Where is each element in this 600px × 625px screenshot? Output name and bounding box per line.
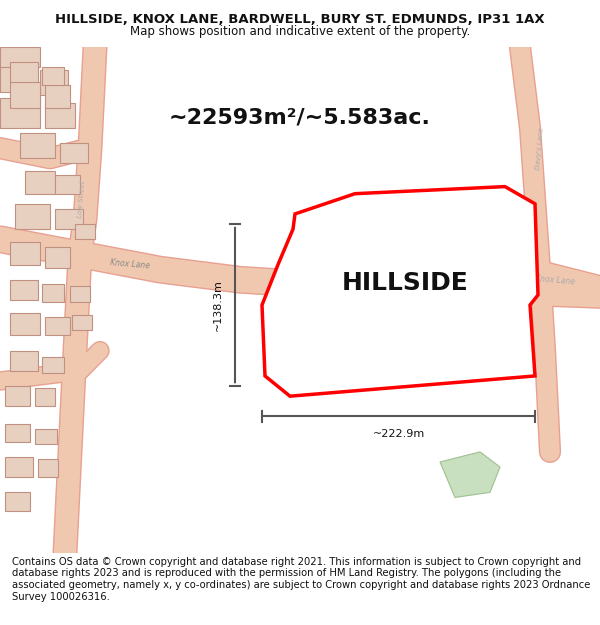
Polygon shape: [0, 47, 40, 67]
Polygon shape: [15, 204, 50, 229]
Polygon shape: [40, 70, 68, 96]
Polygon shape: [0, 62, 35, 92]
Polygon shape: [35, 388, 55, 406]
Text: Knox Lane: Knox Lane: [335, 284, 375, 296]
Polygon shape: [55, 209, 83, 229]
Polygon shape: [75, 224, 95, 239]
Polygon shape: [45, 86, 70, 107]
Polygon shape: [5, 492, 30, 511]
Polygon shape: [60, 143, 88, 163]
Polygon shape: [440, 452, 500, 498]
Polygon shape: [10, 280, 38, 300]
Polygon shape: [5, 424, 30, 442]
Text: ~22593m²/~5.583ac.: ~22593m²/~5.583ac.: [169, 107, 431, 127]
Polygon shape: [38, 459, 58, 478]
Polygon shape: [5, 457, 33, 478]
Text: Contains OS data © Crown copyright and database right 2021. This information is : Contains OS data © Crown copyright and d…: [12, 557, 590, 601]
Polygon shape: [10, 82, 40, 107]
Polygon shape: [10, 351, 38, 371]
Polygon shape: [35, 429, 57, 444]
Text: Davy's Lane: Davy's Lane: [535, 127, 545, 169]
Text: Knox Lane: Knox Lane: [535, 274, 575, 286]
Polygon shape: [45, 102, 75, 128]
Polygon shape: [42, 67, 64, 86]
Polygon shape: [70, 286, 90, 302]
Text: Knox Lane: Knox Lane: [110, 258, 150, 271]
Polygon shape: [262, 187, 538, 396]
Polygon shape: [10, 242, 40, 264]
Text: ~222.9m: ~222.9m: [373, 429, 425, 439]
Polygon shape: [42, 357, 64, 373]
Polygon shape: [25, 171, 55, 194]
Polygon shape: [45, 318, 70, 336]
Text: ~138.3m: ~138.3m: [213, 279, 223, 331]
Text: HILLSIDE, KNOX LANE, BARDWELL, BURY ST. EDMUNDS, IP31 1AX: HILLSIDE, KNOX LANE, BARDWELL, BURY ST. …: [55, 13, 545, 26]
Polygon shape: [72, 315, 92, 331]
Polygon shape: [5, 386, 30, 406]
Text: HILLSIDE: HILLSIDE: [342, 271, 469, 295]
Polygon shape: [10, 62, 38, 82]
Polygon shape: [55, 176, 80, 194]
Polygon shape: [42, 284, 64, 302]
Text: Low Street: Low Street: [77, 180, 86, 218]
Text: Map shows position and indicative extent of the property.: Map shows position and indicative extent…: [130, 26, 470, 39]
Polygon shape: [20, 133, 55, 158]
Polygon shape: [0, 98, 40, 128]
Polygon shape: [45, 248, 70, 268]
Polygon shape: [10, 313, 40, 336]
